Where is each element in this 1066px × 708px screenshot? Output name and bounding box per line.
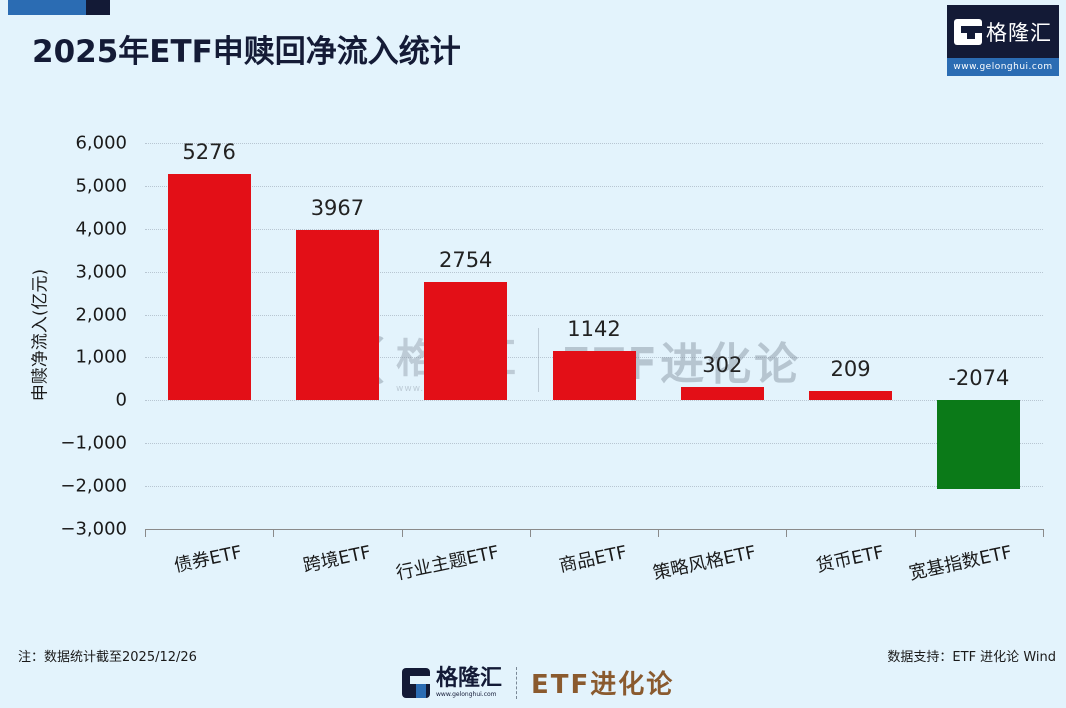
y-tick-label: −1,000	[60, 432, 127, 454]
gridline	[145, 314, 1043, 316]
y-tick-label: −2,000	[60, 475, 127, 497]
y-tick-label: −3,000	[60, 518, 127, 540]
x-tick-label: 跨境ETF	[301, 541, 373, 577]
y-tick-label: 0	[115, 389, 127, 411]
bar-value-label: 209	[830, 357, 871, 382]
x-tick	[273, 529, 275, 537]
y-axis-label: 申赎净流入(亿元)	[30, 268, 51, 402]
x-tick-label: 债券ETF	[172, 541, 245, 577]
bar-value-label: 1142	[567, 317, 621, 342]
data-source: 数据支持：ETF 进化论 Wind	[887, 650, 1056, 665]
gelonghui-g-icon	[402, 667, 430, 698]
bar-value-label: 3967	[310, 196, 365, 221]
bar	[552, 351, 636, 401]
gridline	[145, 486, 1043, 488]
y-tick-label: 6,000	[75, 132, 127, 154]
y-tick-label: 3,000	[75, 261, 127, 283]
bar-value-label: 2754	[438, 248, 493, 273]
y-tick-label: 1,000	[75, 346, 127, 368]
footer-brand-name: 格隆汇	[436, 665, 503, 691]
gridline	[145, 271, 1043, 273]
x-axis-line	[145, 529, 1043, 530]
bar-value-label: -2074	[948, 366, 1010, 391]
x-tick	[658, 529, 660, 537]
x-tick	[529, 529, 531, 537]
y-tick-label: 4,000	[75, 218, 127, 240]
bar	[167, 174, 251, 401]
x-tick	[914, 529, 916, 537]
x-tick-label: 货币ETF	[814, 541, 886, 577]
bar	[680, 387, 764, 401]
bar	[424, 282, 508, 401]
bar-value-label: 5276	[182, 140, 236, 165]
x-tick-label: 策略风格ETF	[650, 541, 758, 585]
x-tick-label: 行业主题ETF	[394, 541, 501, 585]
gridline	[145, 443, 1043, 445]
x-tick	[1043, 529, 1044, 537]
data-note: 注：数据统计截至2025/12/26	[18, 650, 197, 665]
brand-name: 格隆汇	[986, 20, 1052, 45]
bar-value-label: 302	[702, 353, 743, 378]
bar	[295, 230, 379, 401]
bar	[809, 391, 893, 401]
footer-brand-url: www.gelonghui.com	[436, 690, 497, 698]
y-tick-label: 5,000	[75, 175, 127, 197]
page-title: 2025年ETF申赎回净流入统计	[32, 34, 461, 70]
brand-logo: 格隆汇 www.gelonghui.com	[947, 5, 1059, 76]
footer-logo: 格隆汇 www.gelonghui.com ETF进化论	[402, 664, 674, 701]
gridline	[145, 185, 1043, 187]
bar-chart: 申赎净流入(亿元) 6,000 5,000 4,000 3,000 2,000 1,000…	[30, 132, 1044, 585]
y-tick-label: 2,000	[75, 304, 127, 326]
gridline	[145, 228, 1043, 230]
x-tick	[145, 529, 146, 537]
x-tick-label: 宽基指数ETF	[907, 541, 1015, 585]
brand-url: www.gelonghui.com	[947, 58, 1059, 76]
bar	[937, 400, 1021, 490]
x-tick	[401, 529, 403, 537]
top-accent-bar	[8, 0, 88, 15]
gridline	[145, 400, 1043, 402]
x-tick-label: 商品ETF	[557, 541, 630, 577]
footer-column-name: ETF进化论	[531, 670, 675, 700]
watermark-divider	[538, 328, 539, 392]
footer-divider	[516, 666, 518, 699]
gridline	[145, 143, 1043, 144]
gelonghui-g-icon	[954, 18, 982, 45]
x-tick	[786, 529, 788, 537]
top-accent-bar-dark	[86, 0, 110, 15]
